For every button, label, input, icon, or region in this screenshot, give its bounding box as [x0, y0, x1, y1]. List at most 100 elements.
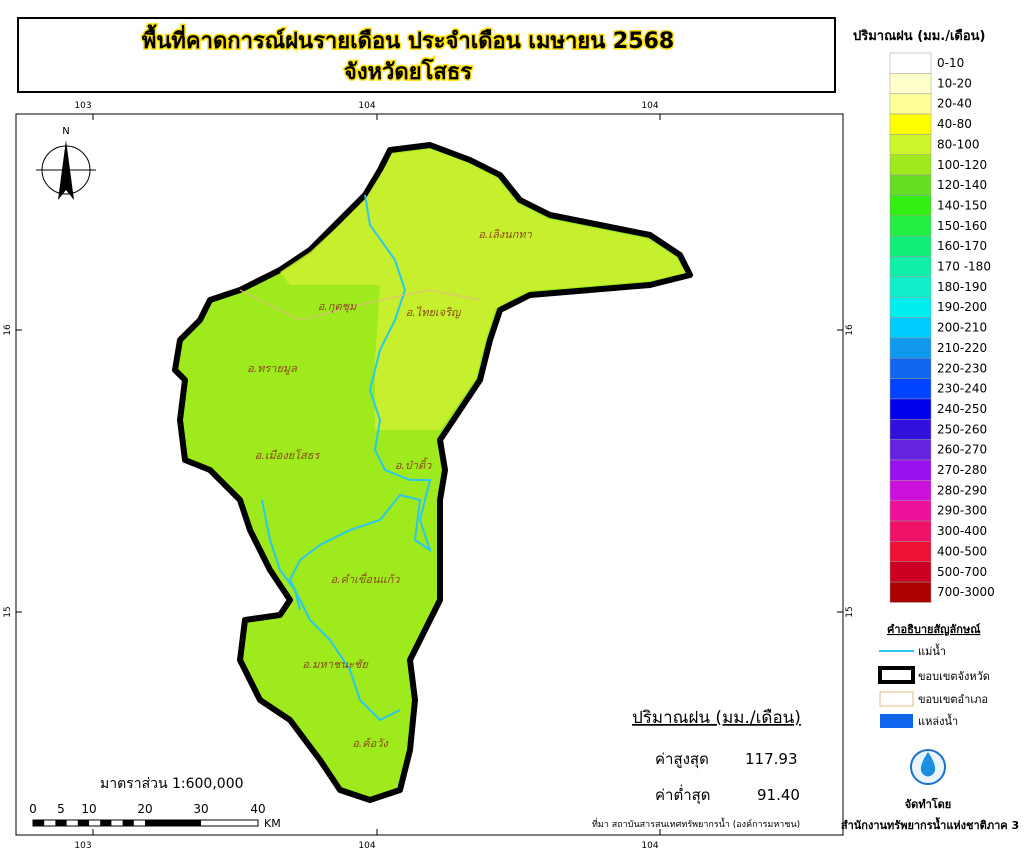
district-label: อ.เลิงนกทา	[478, 228, 532, 241]
north-label: N	[62, 126, 69, 137]
grid-label: 104	[358, 101, 375, 111]
scale-segment	[122, 820, 134, 826]
scale-tick: 0	[29, 802, 37, 816]
scale-segment	[100, 820, 112, 826]
legend-label: 80-100	[937, 137, 980, 151]
symbol-label: ขอบเขตจังหวัด	[918, 670, 990, 683]
legend-swatch	[889, 520, 932, 542]
legend-label: 100-120	[937, 158, 987, 172]
grid-label: 15	[845, 606, 855, 617]
legend-label: 240-250	[937, 402, 987, 416]
district-label: อ.เมืองยโสธร	[255, 449, 322, 462]
legend-label: 700-3000	[937, 585, 995, 599]
legend-label: 250-260	[937, 422, 987, 436]
river	[288, 194, 432, 722]
scale-tick: 20	[137, 802, 152, 816]
scale-tick: 40	[250, 802, 265, 816]
legend-label: 140-150	[937, 198, 987, 212]
legend-label: 160-170	[937, 239, 987, 253]
legend-label: 400-500	[937, 544, 987, 558]
district-label: อ.มหาชนะชัย	[302, 658, 369, 671]
symbol-water	[880, 714, 913, 728]
grid-label: 103	[74, 101, 91, 111]
legend-label: 20-40	[937, 97, 972, 111]
grid-label: 104	[641, 841, 658, 851]
legend-swatch	[889, 134, 932, 155]
legend-swatch	[889, 581, 932, 603]
scale-tick: 30	[193, 802, 208, 816]
north-needle	[58, 140, 74, 200]
legend-swatch	[889, 398, 932, 420]
grid-label: 104	[358, 841, 375, 851]
credits-logo	[910, 749, 946, 785]
legend-swatch	[889, 93, 932, 115]
grid-label: 103	[74, 841, 91, 851]
rain-zone-80-100	[280, 149, 686, 430]
legend-swatch	[889, 561, 932, 583]
legend-swatch	[889, 52, 932, 74]
legend-label: 40-80	[937, 117, 972, 131]
scale-segment	[145, 820, 201, 826]
source: ที่มา สถาบันสารสนเทศทรัพยากรน้ำ (องค์การ…	[592, 817, 800, 830]
legend-label: 300-400	[937, 524, 987, 538]
legend-label: 210-220	[937, 341, 987, 355]
legend-swatch	[889, 541, 932, 563]
legend-swatch	[889, 337, 932, 359]
district-label: อ.ป่าติ้ว	[395, 457, 432, 472]
legend-label: 120-140	[937, 178, 987, 192]
scale-label: มาตราส่วน 1:600,000	[100, 776, 244, 792]
legend-swatch	[889, 358, 932, 379]
legend-label: 280-290	[937, 483, 987, 497]
legend-swatch	[889, 480, 932, 501]
grid-label: 16	[845, 324, 855, 336]
legend-label: 170 -180	[937, 260, 991, 274]
legend-swatch	[889, 378, 932, 400]
stats-min-value: 91.40	[757, 786, 800, 804]
district-boundary	[239, 289, 481, 321]
legend-swatch	[889, 215, 932, 237]
legend-swatch	[889, 174, 932, 196]
legend-swatch	[889, 439, 932, 461]
district-label: อ.ไทยเจริญ	[406, 306, 462, 319]
legend-label: 260-270	[937, 443, 987, 457]
title: พื้นที่คาดการณ์ฝนรายเดือน ประจำเดือน เมษ…	[142, 24, 674, 54]
district-label: อ.ค้อวัง	[352, 737, 389, 750]
symbols-title: คำอธิบายสัญลักษณ์	[887, 623, 981, 636]
stats-title: ปริมาณฝน (มม./เดือน)	[632, 708, 801, 728]
legend-swatch	[889, 195, 932, 217]
legend-swatch	[889, 419, 932, 440]
legend-label: 150-160	[937, 219, 987, 233]
scale-unit: KM	[264, 817, 281, 830]
symbol-province	[878, 666, 915, 684]
scale-segment	[55, 820, 67, 826]
scale-tick: 10	[81, 802, 96, 816]
subtitle: จังหวัดยโสธร	[344, 58, 472, 85]
legend-label: 230-240	[937, 382, 987, 396]
symbol-label: แหล่งน้ำ	[918, 713, 958, 728]
province-fill	[172, 142, 693, 803]
legend-title: ปริมาณฝน (มม./เดือน)	[853, 28, 985, 44]
legend-label: 290-300	[937, 504, 987, 518]
legend-swatch	[889, 317, 932, 339]
legend-swatch	[889, 459, 932, 481]
district-label: อ.คำเขื่อนแก้ว	[331, 571, 401, 586]
legend-swatch	[889, 73, 932, 94]
credits-label: จัดทำโดย	[905, 797, 952, 811]
legend-swatch	[889, 154, 932, 176]
legend-label: 190-200	[937, 300, 987, 314]
stats-min-label: ค่าต่ำสุด	[655, 784, 711, 805]
symbol-district	[879, 691, 914, 707]
title-box	[17, 17, 836, 93]
legend-label: 10-20	[937, 76, 972, 90]
legend-swatch	[889, 276, 932, 298]
grid-label: 16	[3, 324, 13, 336]
province	[172, 142, 693, 803]
symbol-label: ขอบเขตอำเภอ	[918, 693, 988, 706]
district-label: อ.กุดชุม	[318, 300, 357, 313]
legend-label: 180-190	[937, 280, 987, 294]
legend-swatch	[889, 113, 932, 135]
north-arrow: N	[36, 126, 96, 200]
legend-label: 500-700	[937, 565, 987, 579]
